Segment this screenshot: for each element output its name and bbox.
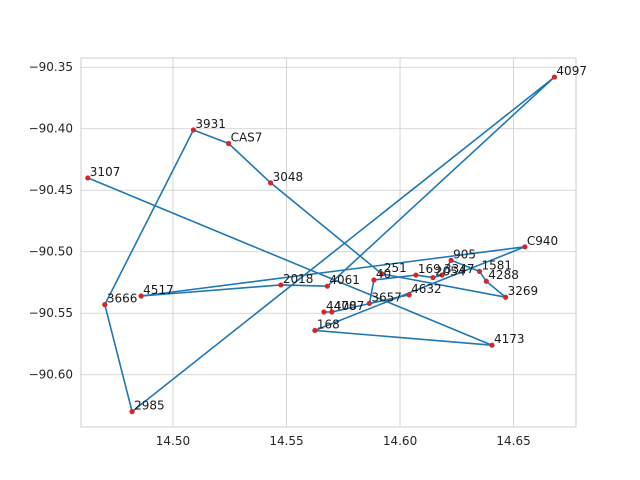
data-point xyxy=(129,409,135,415)
data-point xyxy=(551,74,558,80)
data-point xyxy=(413,272,419,278)
data-point-label: CAS7 xyxy=(231,130,263,144)
data-point-label: 3048 xyxy=(273,170,304,184)
data-point xyxy=(489,342,495,348)
x-tick-label: 14.60 xyxy=(383,434,417,448)
grid xyxy=(81,58,576,427)
data-point xyxy=(366,300,372,306)
data-point xyxy=(321,309,327,315)
data-point-label: 3347 xyxy=(444,262,475,276)
data-point-label: 40 xyxy=(376,267,391,281)
data-point-label: 4061 xyxy=(329,273,360,287)
data-point-label: C940 xyxy=(527,234,558,248)
data-point-label: 4288 xyxy=(488,268,519,282)
y-tick-label: −90.55 xyxy=(29,306,73,320)
data-point-label: 251 xyxy=(384,261,407,275)
y-tick-label: −90.40 xyxy=(29,122,73,136)
data-point-label: 168 xyxy=(317,317,340,331)
data-point-label: 4173 xyxy=(494,332,525,346)
plot-frame xyxy=(80,57,577,428)
y-tick-label: −90.35 xyxy=(29,60,73,74)
data-point xyxy=(483,278,489,284)
x-tick-label: 14.55 xyxy=(269,434,303,448)
data-point xyxy=(439,272,445,278)
data-point xyxy=(406,292,412,298)
data-point-label: 3107 xyxy=(90,165,121,179)
data-point xyxy=(312,327,318,334)
data-point xyxy=(503,294,509,300)
y-tick-label: −90.45 xyxy=(29,183,73,197)
data-point-label: 3931 xyxy=(195,117,226,131)
data-point-label: 2018 xyxy=(283,272,314,286)
data-points xyxy=(85,74,558,415)
data-point-label: 4470 xyxy=(326,299,357,313)
data-point xyxy=(522,244,528,250)
data-point xyxy=(329,309,335,315)
data-point xyxy=(448,257,454,263)
series-line xyxy=(87,76,556,413)
data-point xyxy=(85,175,91,181)
data-point-label: 3657 xyxy=(371,290,402,304)
y-tick-label: −90.50 xyxy=(29,245,73,259)
data-point-label: 3269 xyxy=(508,284,539,298)
data-point xyxy=(371,277,377,283)
data-point xyxy=(225,140,232,147)
data-point xyxy=(430,274,436,281)
data-point xyxy=(324,283,330,289)
data-point-label: 4087 xyxy=(334,299,365,313)
data-point-label: 905 xyxy=(453,247,476,261)
x-tick-label: 14.50 xyxy=(156,434,190,448)
y-tick-label: −90.60 xyxy=(29,368,73,382)
data-point xyxy=(138,293,144,299)
data-point-label: 2054 xyxy=(435,265,466,279)
data-point xyxy=(190,127,196,133)
data-point-label: 3666 xyxy=(107,292,138,306)
data-point-label: 2985 xyxy=(134,399,165,413)
point-labels: 3107 4173 168 C940 4517 2018 4061 4097 2985 3666 3… xyxy=(90,64,587,413)
data-point xyxy=(379,271,385,277)
x-tick-label: 14.65 xyxy=(496,434,530,448)
data-point xyxy=(267,180,274,186)
data-point xyxy=(476,268,483,275)
data-point-label: 4632 xyxy=(411,282,442,296)
data-point xyxy=(278,282,284,288)
axes: 14.50 14.55 14.60 14.65 −90.35 −90.40 −90.45 −9… xyxy=(29,60,531,448)
data-point-label: 169 xyxy=(418,262,441,276)
data-point-label: 4097 xyxy=(556,64,587,78)
data-point-label: 4517 xyxy=(143,283,174,297)
data-point xyxy=(102,302,108,308)
data-point-label: 1581 xyxy=(481,258,512,272)
